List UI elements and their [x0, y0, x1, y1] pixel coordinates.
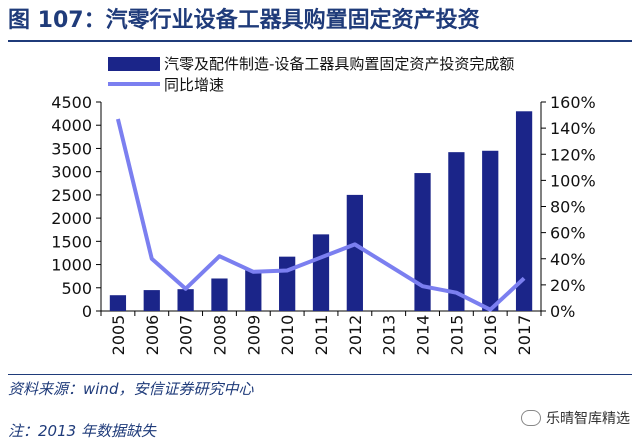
growth-line: [115, 118, 526, 312]
x-tick-label: 2008: [210, 315, 229, 356]
left-tick-label: 1000: [51, 256, 92, 275]
bar: [177, 289, 194, 311]
left-tick-label: 1500: [51, 232, 92, 251]
bar: [143, 290, 160, 311]
bar: [448, 152, 465, 311]
source-divider: [8, 374, 632, 375]
x-tick-label: 2017: [515, 315, 534, 356]
watermark-text: 乐晴智库精选: [546, 411, 630, 427]
left-tick-label: 3500: [51, 139, 92, 158]
x-tick-label: 2012: [346, 315, 365, 356]
right-tick-label: 0%: [550, 302, 575, 321]
bar: [109, 295, 127, 311]
x-tick-label: 2014: [414, 315, 433, 356]
x-tick-label: 2007: [177, 315, 196, 356]
x-tick-label: 2011: [312, 315, 331, 356]
right-tick-label: 60%: [550, 224, 586, 243]
bar: [312, 234, 330, 311]
right-tick-label: 40%: [550, 250, 586, 269]
right-tick-label: 20%: [550, 276, 586, 295]
bar: [211, 278, 228, 311]
bar: [482, 150, 499, 311]
figure-title: 图 107：汽零行业设备工器具购置固定资产投资: [8, 8, 480, 33]
title-divider: [8, 40, 632, 42]
right-tick-label: 140%: [550, 119, 596, 138]
x-tick-label: 2015: [447, 315, 466, 356]
legend-bar-label: 汽零及配件制造-设备工器具购置固定资产投资完成额: [164, 55, 514, 73]
x-tick-label: 2016: [481, 315, 500, 356]
right-tick-label: 100%: [550, 171, 596, 190]
plot-area: 0 500 1000 1500 2000 2500 3000 3500 4000 4500 0% 20…: [51, 93, 595, 355]
bar: [245, 270, 262, 311]
legend: 汽零及配件制造-设备工器具购置固定资产投资完成额 同比增速: [108, 55, 514, 94]
bar: [414, 173, 431, 311]
left-tick-label: 0: [82, 302, 92, 321]
left-tick-label: 500: [61, 279, 92, 298]
x-tick-label: 2010: [278, 315, 297, 356]
x-tick-label: 2005: [109, 315, 128, 356]
left-tick-label: 4000: [51, 116, 92, 135]
right-tick-label: 80%: [550, 198, 586, 217]
right-tick-label: 120%: [550, 145, 596, 164]
note-text: 注：2013 年数据缺失: [8, 422, 156, 440]
left-tick-label: 2500: [51, 186, 92, 205]
x-tick-label: 2009: [244, 315, 263, 356]
bar: [515, 111, 533, 312]
x-tick-label: 2006: [143, 315, 162, 356]
source-text: 资料来源：wind，安信证券研究中心: [8, 380, 254, 398]
left-tick-label: 3000: [51, 163, 92, 182]
legend-line-label: 同比增速: [164, 76, 224, 94]
bar: [346, 194, 363, 311]
bar: [279, 256, 296, 311]
watermark: 乐晴智库精选: [521, 408, 630, 428]
legend-bar-swatch: [108, 57, 160, 71]
left-tick-label: 4500: [51, 93, 92, 112]
right-tick-label: 160%: [550, 93, 596, 112]
wechat-icon: [521, 410, 541, 426]
x-tick-label: 2013: [380, 315, 399, 356]
left-tick-label: 2000: [51, 209, 92, 228]
